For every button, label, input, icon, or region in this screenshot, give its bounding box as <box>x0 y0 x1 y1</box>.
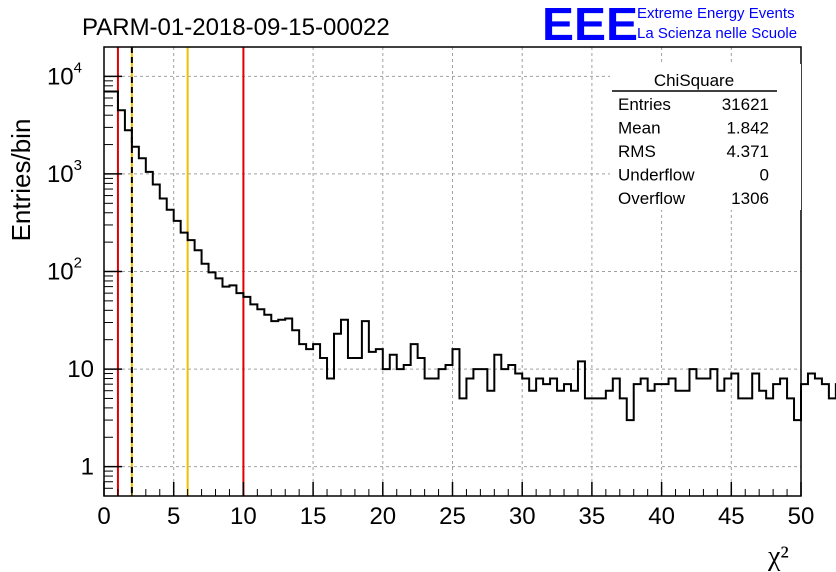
x-tick-label: 35 <box>579 503 606 530</box>
stats-value: 1.842 <box>726 119 769 138</box>
stats-box: ChiSquare Entries 31621 Mean 1.842 RMS 4.371 U… <box>610 64 801 210</box>
y-tick-label: 103 <box>47 157 82 188</box>
stats-label: Underflow <box>618 166 695 185</box>
stats-label: Mean <box>618 119 661 138</box>
x-tick-label: 10 <box>230 503 257 530</box>
stats-title: ChiSquare <box>654 71 734 90</box>
y-tick-label: 1 <box>81 454 94 481</box>
x-tick-label: 20 <box>369 503 396 530</box>
x-tick-label: 40 <box>648 503 675 530</box>
x-tick-label: 50 <box>788 503 815 530</box>
x-tick-label: 5 <box>167 503 180 530</box>
stats-label: Overflow <box>618 189 686 208</box>
stats-value: 4.371 <box>726 142 769 161</box>
x-tick-label: 15 <box>300 503 327 530</box>
logo-line2: La Scienza nelle Scuole <box>637 25 797 42</box>
y-tick-label: 102 <box>47 255 82 286</box>
y-tick-label: 104 <box>47 59 82 90</box>
grid-lines <box>104 47 801 496</box>
stats-value: 31621 <box>722 95 769 114</box>
logo-line1: Extreme Energy Events <box>637 5 795 22</box>
x-tick-label: 45 <box>718 503 745 530</box>
stats-box-background <box>610 64 801 210</box>
x-axis-ticks: 0 5 10 15 20 25 30 35 40 45 50 <box>97 482 814 530</box>
x-tick-label: 30 <box>509 503 536 530</box>
x-tick-label: 25 <box>439 503 466 530</box>
stats-label: RMS <box>618 142 656 161</box>
x-axis-label: χ² <box>767 541 789 572</box>
logo-text: EEE <box>542 0 638 50</box>
y-axis-label: Entries/bin <box>6 119 36 242</box>
y-tick-label: 10 <box>67 356 94 383</box>
stats-value: 0 <box>760 166 769 185</box>
y-axis-ticks: 1 10 102 103 104 <box>47 46 122 497</box>
run-title: PARM-01-2018-09-15-00022 <box>82 14 390 41</box>
x-tick-label: 0 <box>97 503 110 530</box>
eee-logo: EEE Extreme Energy Events La Scienza nel… <box>542 0 797 50</box>
histogram-path <box>104 90 836 422</box>
stats-label: Entries <box>618 95 671 114</box>
stats-value: 1306 <box>731 189 769 208</box>
